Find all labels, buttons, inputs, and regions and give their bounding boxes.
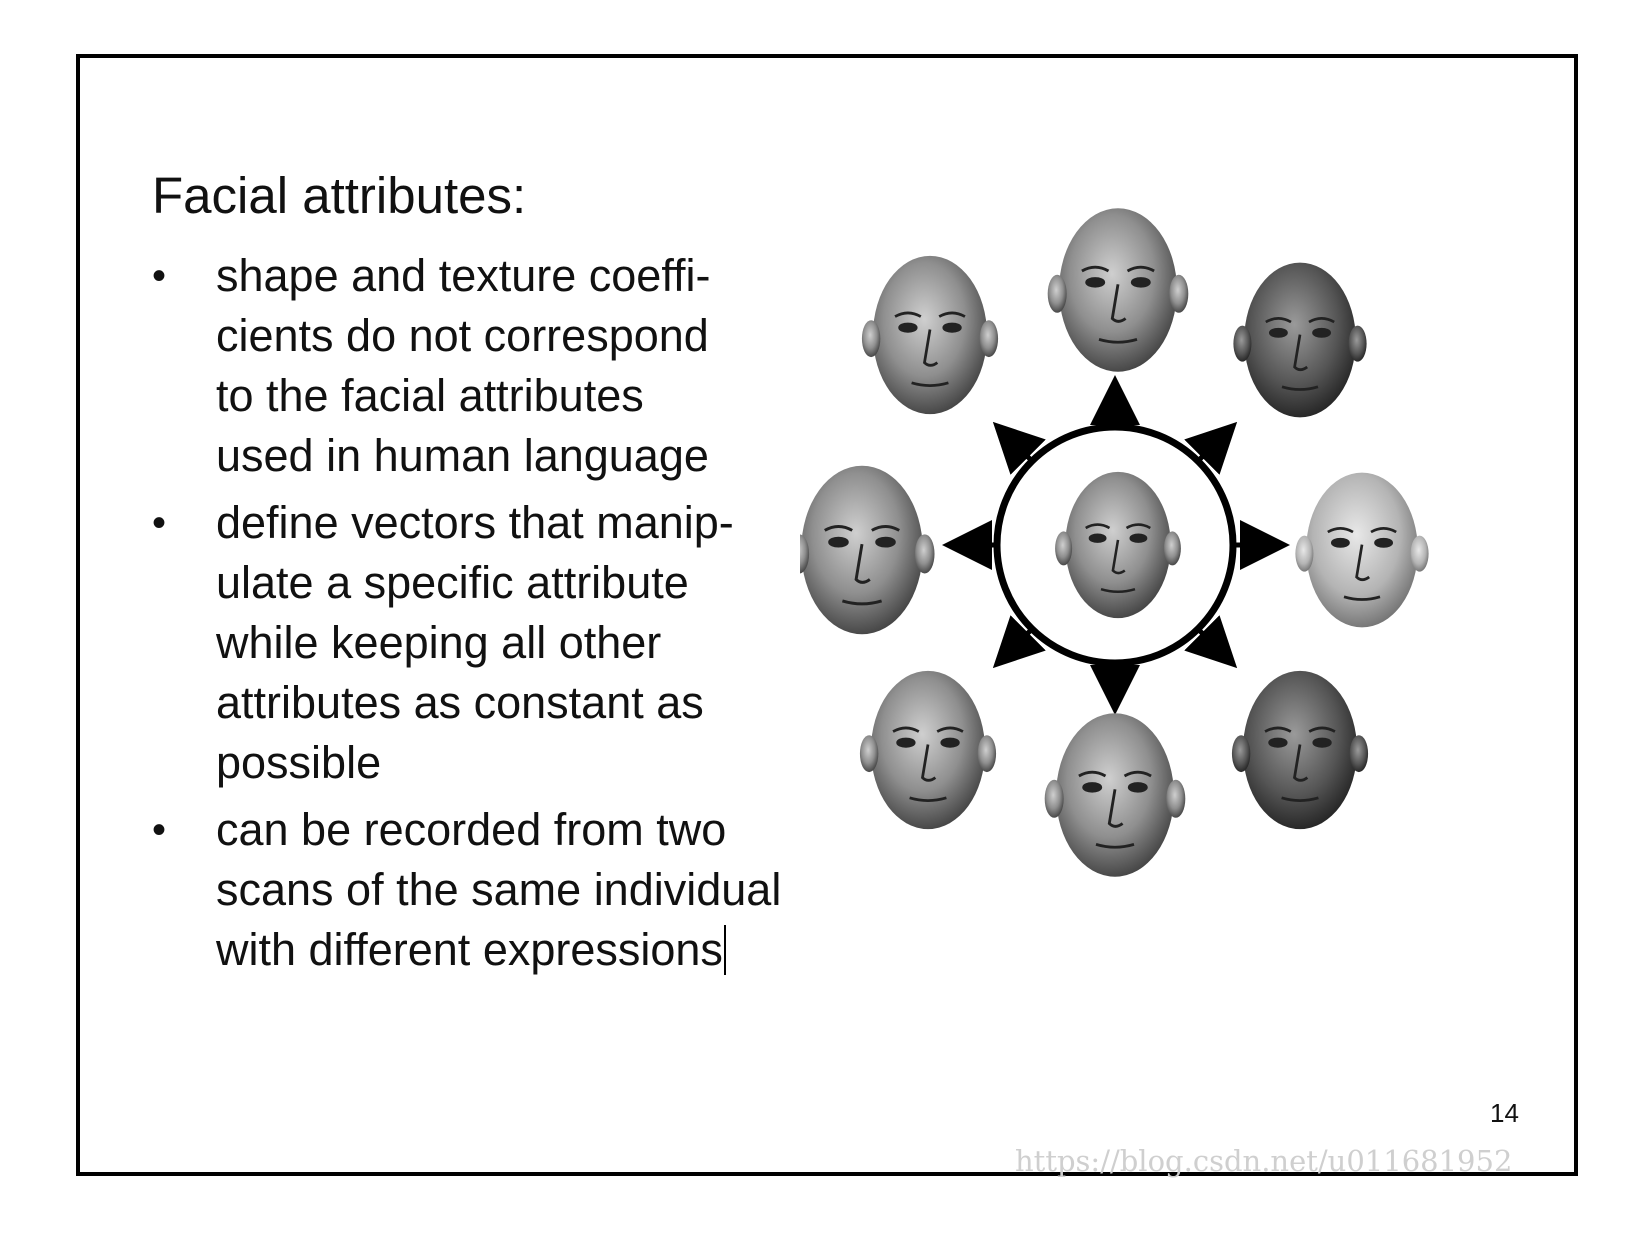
bullet-marker: • bbox=[152, 501, 167, 545]
arrow-up-right bbox=[1184, 421, 1238, 475]
watermark-url: https://blog.csdn.net/u011681952 bbox=[1015, 1144, 1513, 1178]
face-top-left bbox=[861, 255, 999, 415]
bullet-line: define vectors that manip- bbox=[216, 497, 734, 548]
face-bottom-left bbox=[859, 670, 997, 830]
face-bottom-right bbox=[1231, 670, 1369, 830]
bullet-line: shape and texture coeffi- bbox=[216, 250, 711, 301]
page-number: 14 bbox=[1490, 1098, 1519, 1128]
bullet-line: while keeping all other bbox=[216, 617, 662, 668]
bullet-line: used in human language bbox=[216, 430, 709, 481]
face-left bbox=[800, 465, 935, 635]
arrows bbox=[942, 375, 1290, 715]
face-bottom bbox=[1044, 713, 1186, 877]
bullet-item: • shape and texture coeffi- cients do no… bbox=[150, 246, 870, 486]
bullet-item: • define vectors that manip- ulate a spe… bbox=[150, 493, 870, 793]
face-top-right bbox=[1233, 262, 1367, 418]
center-ring bbox=[993, 423, 1237, 667]
bullet-line: ulate a specific attribute bbox=[216, 557, 689, 608]
bullet-line-text: with different expressions bbox=[216, 924, 723, 975]
bullet-list: • shape and texture coeffi- cients do no… bbox=[150, 246, 870, 987]
face-right bbox=[1295, 472, 1429, 628]
bullet-line: attributes as constant as bbox=[216, 677, 704, 728]
face-center bbox=[1055, 471, 1181, 619]
bullet-line: possible bbox=[216, 737, 382, 788]
bullet-line: with different expressions bbox=[216, 920, 870, 980]
face-attribute-diagram bbox=[800, 208, 1429, 877]
arrow-down-left bbox=[992, 615, 1046, 669]
bullet-line: cients do not correspond bbox=[216, 310, 709, 361]
slide-title: Facial attributes: bbox=[152, 167, 527, 224]
bullet-item: • can be recorded from two scans of the … bbox=[150, 800, 870, 980]
bullet-line: to the facial attributes bbox=[216, 370, 644, 421]
bullet-line: scans of the same individual bbox=[216, 864, 782, 915]
bullet-marker: • bbox=[152, 808, 167, 852]
arrow-up-left bbox=[992, 421, 1046, 475]
arrow-down-right bbox=[1184, 615, 1238, 669]
bullet-line: can be recorded from two bbox=[216, 804, 727, 855]
bullet-marker: • bbox=[152, 254, 167, 298]
face-top bbox=[1047, 208, 1189, 372]
text-cursor bbox=[723, 925, 726, 975]
